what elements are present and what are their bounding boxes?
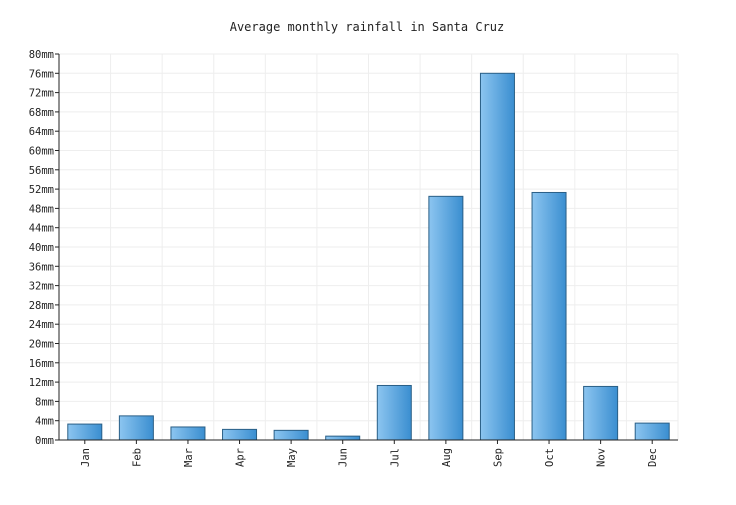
x-tick-label: May	[286, 448, 298, 467]
y-tick-label: 64mm	[29, 126, 54, 138]
y-tick-label: 80mm	[29, 49, 54, 61]
bar-dec	[634, 422, 670, 441]
x-tick-label: Jul	[389, 448, 401, 467]
y-tick-label: 40mm	[29, 242, 54, 254]
y-tick-label: 16mm	[29, 358, 54, 370]
y-tick-label: 72mm	[29, 88, 54, 100]
y-tick-label: 44mm	[29, 223, 54, 235]
x-tick-labels: Jan Feb Mar Apr May Jun Jul Aug Sep Oct Nov Dec	[80, 448, 659, 467]
bar-aug	[428, 195, 464, 441]
y-tick-label: 56mm	[29, 165, 54, 177]
bar-feb	[118, 415, 154, 441]
bars	[67, 72, 670, 441]
bar-mar	[170, 426, 206, 441]
y-tick-label: 76mm	[29, 68, 54, 80]
y-tick-label: 32mm	[29, 281, 54, 293]
bar-may	[273, 429, 309, 441]
bar-jan	[67, 423, 103, 441]
y-tick-labels: 0mm 4mm 8mm 12mm 16mm 20mm 24mm 28mm 32mm 36mm 40m…	[29, 49, 54, 447]
x-tick-label: Jan	[80, 448, 92, 467]
bar-jun	[325, 435, 361, 441]
x-tick-label: Feb	[131, 448, 143, 467]
bar-apr	[222, 428, 258, 441]
y-tick-label: 52mm	[29, 184, 54, 196]
x-tick-label: Nov	[596, 448, 608, 467]
y-tick-label: 24mm	[29, 319, 54, 331]
x-tick-label: Dec	[647, 448, 659, 467]
y-tick-label: 60mm	[29, 146, 54, 158]
x-tick-label: Mar	[183, 448, 195, 467]
x-tick-label: Sep	[492, 448, 504, 467]
y-tick-label: 20mm	[29, 339, 54, 351]
y-tick-label: 4mm	[35, 416, 54, 428]
chart-title: Average monthly rainfall in Santa Cruz	[230, 20, 505, 34]
y-tick-label: 68mm	[29, 107, 54, 119]
axes	[55, 53, 678, 444]
bar-oct	[531, 191, 567, 441]
y-tick-label: 12mm	[29, 377, 54, 389]
x-tick-label: Apr	[235, 448, 247, 467]
y-tick-label: 48mm	[29, 203, 54, 215]
bar-jul	[376, 384, 412, 441]
x-tick-label: Oct	[544, 448, 556, 467]
x-tick-label: Aug	[441, 448, 453, 467]
grid-lines	[58, 53, 679, 441]
y-tick-label: 36mm	[29, 261, 54, 273]
y-tick-label: 28mm	[29, 300, 54, 312]
bar-sep	[479, 72, 515, 441]
y-tick-label: 8mm	[35, 396, 54, 408]
x-tick-label: Jun	[338, 448, 350, 467]
y-tick-label: 0mm	[35, 435, 54, 447]
bar-nov	[583, 385, 619, 441]
